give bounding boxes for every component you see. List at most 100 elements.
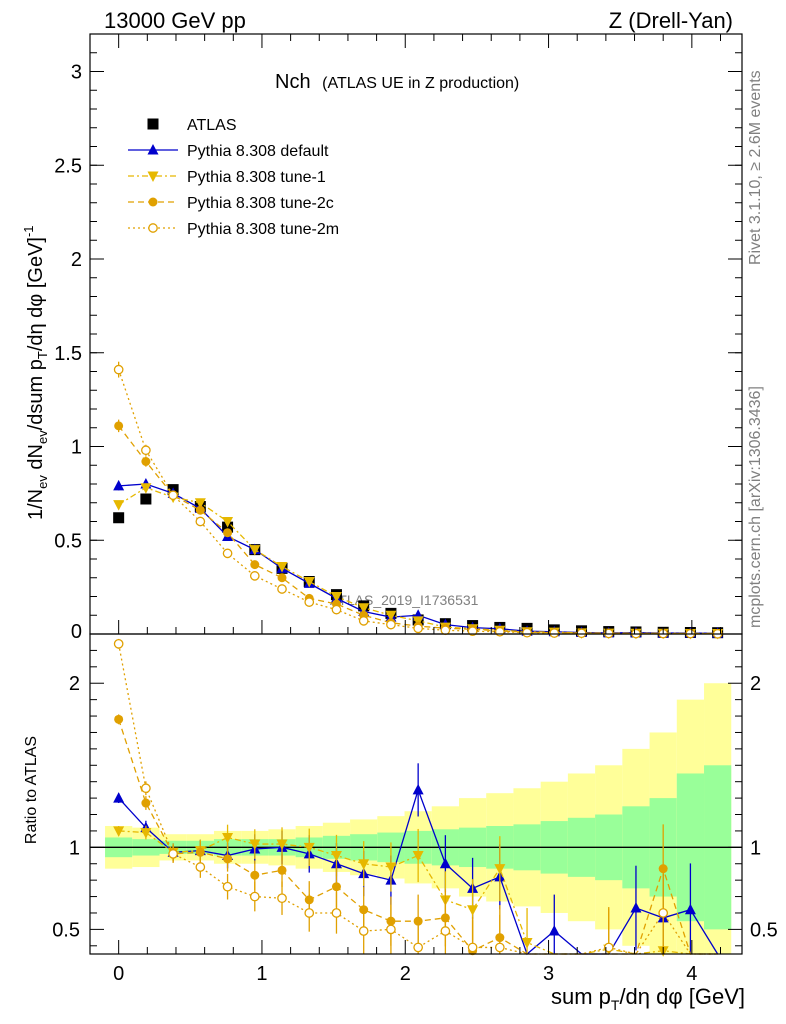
main-point <box>549 628 560 638</box>
x-tick-label: 4 <box>686 963 697 985</box>
main-plot-panel: 0.511.522.530 ATLAS_2019_I1736531 Nch (A… <box>21 33 743 643</box>
main-point <box>277 573 287 583</box>
ratio-point <box>467 905 479 916</box>
main-point <box>141 445 151 456</box>
ratio-point <box>222 832 234 844</box>
main-point <box>330 592 342 603</box>
ratio-point <box>195 847 205 857</box>
main-y-tick-label: 0.5 <box>54 530 82 552</box>
x-tick-label: 1 <box>256 963 267 985</box>
x-tick-label: 3 <box>543 963 554 985</box>
ratio-point <box>494 942 505 953</box>
ratio-point <box>114 714 124 724</box>
ratio-point <box>331 882 341 892</box>
main-point <box>195 516 206 527</box>
main-point <box>413 623 423 634</box>
main-point <box>222 548 233 559</box>
ratio-y-tick-label: 2 <box>69 673 80 695</box>
ratio-series-group <box>113 638 719 957</box>
legend-label: Pythia 8.308 default <box>187 143 329 160</box>
main-point <box>114 421 124 431</box>
main-y-tick-zero: 0 <box>71 621 82 643</box>
ratio-point <box>440 926 451 936</box>
legend-item: Pythia 8.308 tune-2c <box>128 195 334 212</box>
legend-label: Pythia 8.308 tune-2c <box>187 195 334 212</box>
legend-label: Pythia 8.308 tune-1 <box>187 169 326 186</box>
main-point <box>140 493 152 505</box>
main-point <box>358 616 369 626</box>
ratio-point <box>276 839 288 851</box>
ratio-point <box>250 870 260 880</box>
legend-item: Pythia 8.308 tune-1 <box>128 169 326 186</box>
ratio-point <box>113 638 124 649</box>
ratio-point <box>358 926 369 936</box>
main-point <box>522 627 532 638</box>
ratio-point <box>521 938 533 949</box>
main-point <box>277 584 287 594</box>
ratio-point <box>303 842 315 854</box>
ratio-point <box>467 942 478 953</box>
plot-title-sub: (ATLAS UE in Z production) <box>322 75 519 92</box>
ratio-point <box>304 908 315 918</box>
ratio-point <box>141 798 151 808</box>
ratio-point <box>249 891 260 902</box>
main-point <box>385 610 397 622</box>
ratio-point <box>222 881 233 892</box>
main-y-tick-label: 1 <box>71 437 82 459</box>
main-point <box>250 560 260 570</box>
legend-marker <box>148 197 158 207</box>
ratio-ticks: 0.5 0.5 1 1 2 2 0 1 2 3 4 <box>52 34 778 985</box>
legend-marker <box>147 144 159 155</box>
main-point <box>195 505 205 515</box>
header-left-label: 13000 GeV pp <box>104 8 246 33</box>
main-point <box>223 528 233 538</box>
main-point <box>303 577 315 588</box>
main-point <box>576 628 587 639</box>
ratio-point <box>277 865 287 875</box>
ratio-point <box>331 908 342 918</box>
legend-marker <box>147 118 159 130</box>
main-point <box>358 603 370 614</box>
legend-marker <box>148 223 158 233</box>
main-point <box>249 571 260 581</box>
ratio-point <box>195 862 206 872</box>
legend-item: Pythia 8.308 tune-2m <box>128 221 339 238</box>
ratio-point <box>223 854 233 864</box>
legend-item: Pythia 8.308 default <box>128 143 329 160</box>
ratio-line <box>118 830 718 955</box>
legend-label: ATLAS <box>187 117 237 134</box>
ratio-point <box>684 903 696 915</box>
rivet-version-label: Rivet 3.1.10, ≥ 2.6M events <box>747 70 764 265</box>
main-point <box>249 545 261 556</box>
x-tick-label: 0 <box>113 963 124 985</box>
header-right-label: Z (Drell-Yan) <box>609 8 733 33</box>
ratio-point <box>603 942 614 953</box>
legend-label: Pythia 8.308 tune-2m <box>187 221 339 238</box>
ratio-point <box>412 851 424 862</box>
ratio-point <box>630 902 642 913</box>
main-y-axis-label: 1/Nev dNev/dsum pT/dη dφ [GeV]-1 <box>21 225 50 520</box>
ratio-point <box>494 864 506 875</box>
main-point <box>168 490 178 501</box>
main-point <box>494 626 505 637</box>
legend-item: ATLAS <box>147 117 237 134</box>
ratio-point <box>358 859 370 870</box>
ratio-point <box>386 924 396 935</box>
legend: ATLAS Pythia 8.308 default Pythia 8.308 tu… <box>128 117 339 238</box>
main-point <box>331 604 342 615</box>
plot-title-main: Nch <box>275 71 311 93</box>
main-point <box>440 625 451 636</box>
uncertainty-bands <box>90 683 742 954</box>
ratio-point <box>330 851 342 862</box>
x-axis-label: sum pT/dη dφ [GeV] <box>551 984 745 1013</box>
mcplots-label: mcplots.cern.ch [arXiv:1306.3436] <box>747 386 764 628</box>
ratio-point <box>140 828 152 839</box>
main-y-ticks: 0.5 1 1.5 2 2.5 3 0 <box>54 52 742 643</box>
main-point <box>141 457 151 466</box>
main-point <box>140 483 152 494</box>
plot-title: Nch (ATLAS UE in Z production) <box>275 71 519 93</box>
x-tick-label: 2 <box>400 963 411 985</box>
ratio-y-tick-label-right: 2 <box>750 673 761 695</box>
main-point <box>113 479 125 491</box>
ratio-point <box>249 839 261 851</box>
